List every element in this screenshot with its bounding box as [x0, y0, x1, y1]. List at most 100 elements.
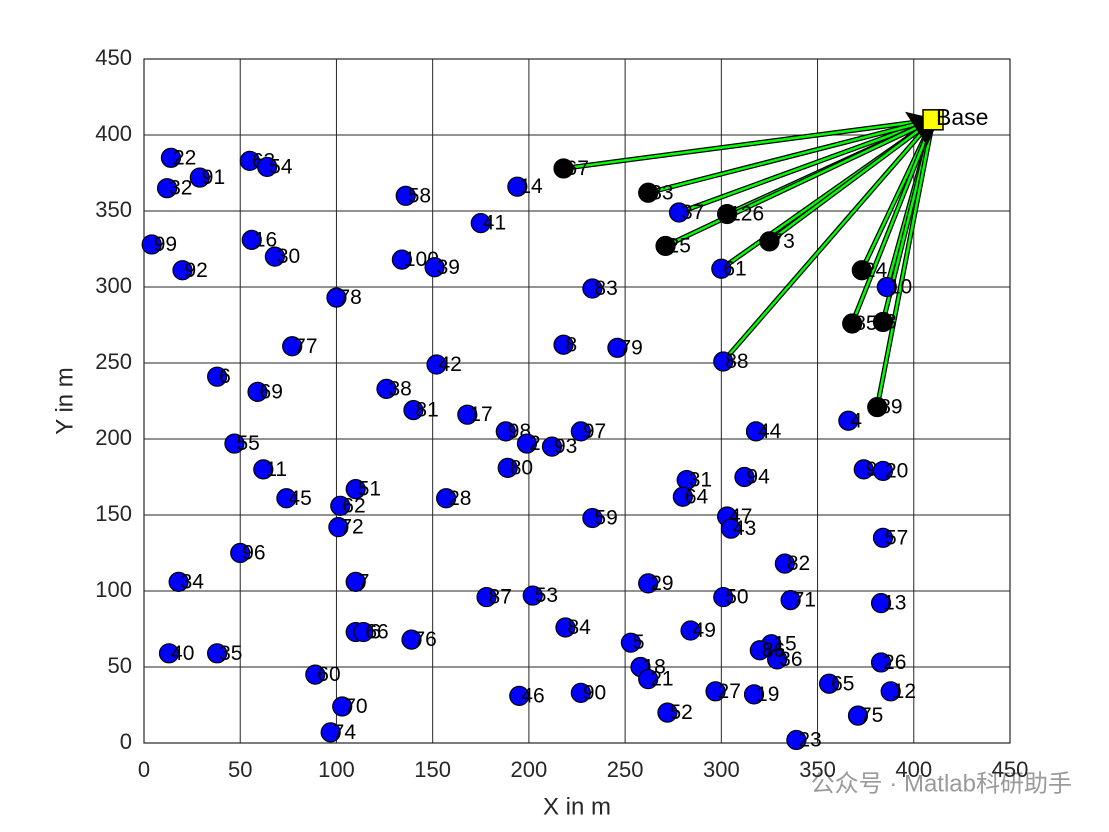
node-label: 50 — [725, 586, 748, 609]
node — [711, 258, 732, 279]
node-label: 83 — [594, 277, 617, 300]
node-label: 39 — [437, 256, 460, 279]
node — [326, 287, 347, 308]
node — [353, 621, 374, 643]
node — [570, 421, 591, 442]
node — [522, 585, 543, 606]
node-label: 38 — [388, 377, 411, 400]
node — [516, 433, 538, 454]
node-label: 69 — [260, 380, 283, 403]
link — [678, 118, 934, 214]
node-label: 61 — [723, 257, 746, 280]
node — [247, 381, 268, 402]
node-label: 22 — [173, 146, 196, 169]
node — [705, 681, 726, 702]
node — [330, 495, 351, 516]
node — [401, 629, 422, 650]
y-tick-label: 250 — [95, 349, 132, 374]
cluster-head — [638, 182, 659, 203]
cluster-head — [842, 313, 863, 334]
node — [257, 156, 278, 178]
node-label: 87 — [489, 586, 512, 609]
x-tick-label: 150 — [414, 757, 451, 782]
plot-area — [144, 59, 1010, 743]
node — [872, 460, 894, 482]
node — [436, 488, 457, 509]
cluster-head — [655, 235, 676, 257]
node — [668, 202, 690, 223]
node — [767, 649, 788, 670]
cluster-head — [872, 311, 894, 333]
link — [647, 118, 934, 194]
node — [160, 147, 182, 168]
node — [495, 421, 516, 442]
node-label: 33 — [650, 181, 673, 204]
x-tick-label: 0 — [138, 757, 150, 782]
node-label: 80 — [510, 456, 533, 479]
node — [872, 527, 894, 548]
y-tick-label: 350 — [95, 197, 132, 222]
node — [457, 404, 478, 425]
node-label: 126 — [729, 203, 764, 226]
node-label: 57 — [885, 526, 908, 549]
node-label: 79 — [619, 336, 642, 359]
node — [189, 167, 210, 188]
node — [541, 436, 563, 457]
node-label: 73 — [771, 230, 794, 253]
node-label: 91 — [202, 166, 225, 189]
node — [870, 593, 892, 614]
y-tick-label: 450 — [95, 45, 132, 70]
node — [476, 586, 497, 608]
node — [638, 669, 659, 690]
y-tick-label: 100 — [95, 577, 132, 602]
watermark: 公众号 · Matlab科研助手 — [811, 770, 1072, 797]
node — [713, 351, 734, 372]
node — [680, 620, 701, 641]
y-tick-label: 0 — [120, 729, 132, 754]
node — [328, 517, 349, 538]
node — [168, 571, 189, 592]
node-label: 37 — [681, 201, 704, 224]
node — [638, 573, 659, 594]
node-label: 67 — [566, 157, 589, 180]
node-label: 55 — [236, 432, 259, 455]
node — [158, 643, 180, 664]
node — [391, 249, 412, 270]
node — [395, 185, 416, 206]
y-tick-label: 300 — [95, 273, 132, 298]
x-tick-label: 50 — [228, 757, 252, 782]
link — [875, 119, 935, 408]
node-label: 62 — [342, 494, 365, 517]
x-tick-label: 100 — [318, 757, 355, 782]
y-tick-label: 150 — [95, 501, 132, 526]
node — [507, 176, 528, 197]
node-label: 82 — [787, 552, 810, 575]
node-label: 13 — [883, 592, 906, 615]
node — [345, 479, 366, 500]
node-label: 25 — [668, 235, 691, 258]
node-label: 96 — [242, 542, 265, 565]
node — [553, 334, 574, 355]
node-label: 89 — [879, 396, 902, 419]
node — [230, 542, 251, 564]
link — [664, 118, 934, 248]
node — [713, 586, 734, 608]
node-label: 30 — [277, 245, 300, 268]
node — [734, 466, 755, 488]
node — [424, 257, 445, 278]
x-tick-label: 200 — [511, 757, 548, 782]
x-tick-label: 300 — [703, 757, 740, 782]
node-label: 3 — [885, 311, 897, 334]
node — [141, 234, 162, 255]
node-label: 52 — [669, 701, 692, 724]
link — [768, 118, 934, 243]
node-label: 42 — [439, 353, 462, 376]
node-label: 99 — [154, 233, 177, 256]
node — [282, 336, 303, 357]
node — [743, 684, 765, 705]
node-label: 97 — [583, 420, 606, 443]
node — [376, 378, 397, 399]
x-tick-label: 400 — [895, 757, 932, 782]
node-label: 34 — [181, 570, 205, 593]
node-label: 43 — [733, 517, 756, 540]
